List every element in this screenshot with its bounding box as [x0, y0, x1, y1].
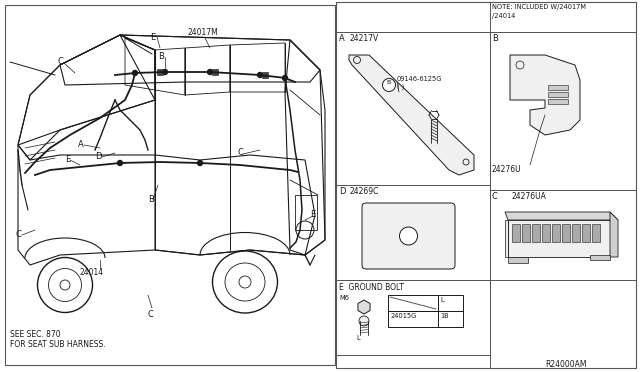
Bar: [5, 5, 335, 365]
Bar: [490, 190, 636, 280]
Bar: [592, 224, 600, 242]
Circle shape: [257, 73, 262, 77]
Text: L: L: [440, 297, 444, 303]
Text: D: D: [339, 187, 346, 196]
Text: L: L: [356, 335, 360, 341]
Bar: [212, 69, 218, 75]
Bar: [572, 224, 580, 242]
Text: 09146-6125G: 09146-6125G: [397, 76, 442, 82]
Text: 24276U: 24276U: [492, 165, 522, 174]
Text: B: B: [158, 52, 164, 61]
Circle shape: [163, 70, 168, 74]
Text: R24000AM: R24000AM: [545, 360, 586, 369]
Bar: [490, 32, 636, 190]
Text: 24276UA: 24276UA: [512, 192, 547, 201]
Text: FOR SEAT SUB HARNESS.: FOR SEAT SUB HARNESS.: [10, 340, 106, 349]
FancyBboxPatch shape: [362, 203, 455, 269]
Text: 24269C: 24269C: [349, 187, 378, 196]
Circle shape: [359, 316, 369, 326]
Bar: [336, 2, 636, 368]
Text: E  GROUND BOLT: E GROUND BOLT: [339, 283, 404, 292]
Bar: [508, 257, 528, 263]
Text: E: E: [150, 33, 156, 42]
Text: A: A: [78, 140, 84, 149]
Bar: [562, 224, 570, 242]
Bar: [548, 99, 568, 104]
Polygon shape: [349, 55, 474, 175]
Bar: [262, 72, 268, 78]
Text: C: C: [492, 192, 498, 201]
Text: 24014: 24014: [80, 268, 104, 277]
Text: 24017M: 24017M: [188, 28, 219, 37]
Text: E: E: [65, 155, 70, 164]
Circle shape: [207, 70, 212, 74]
Bar: [388, 295, 463, 311]
Text: C: C: [148, 310, 154, 319]
Text: ( ): ( ): [397, 84, 404, 90]
Bar: [336, 185, 490, 280]
Bar: [548, 92, 568, 97]
Circle shape: [282, 76, 287, 80]
Polygon shape: [508, 220, 610, 257]
Polygon shape: [510, 55, 580, 135]
Circle shape: [132, 71, 138, 76]
Circle shape: [399, 227, 417, 245]
Polygon shape: [505, 212, 618, 220]
Bar: [582, 224, 590, 242]
Circle shape: [198, 160, 202, 166]
Bar: [552, 224, 560, 242]
Bar: [336, 280, 490, 355]
Text: A: A: [339, 34, 345, 43]
Text: C: C: [57, 57, 63, 66]
Text: 24217V: 24217V: [349, 34, 378, 43]
Polygon shape: [610, 212, 618, 257]
Text: /24014: /24014: [492, 13, 515, 19]
Bar: [336, 32, 490, 185]
Text: E: E: [310, 210, 316, 219]
Text: C: C: [15, 230, 21, 239]
Text: B: B: [492, 34, 498, 43]
Bar: [548, 85, 568, 90]
Bar: [590, 255, 610, 260]
Text: SEE SEC. 870: SEE SEC. 870: [10, 330, 61, 339]
Text: 1B: 1B: [440, 313, 449, 319]
Text: NOTE: INCLUDED W/24017M: NOTE: INCLUDED W/24017M: [492, 4, 586, 10]
Polygon shape: [358, 300, 370, 314]
Text: B: B: [386, 80, 390, 85]
Bar: [388, 311, 463, 327]
Bar: [542, 224, 550, 242]
Bar: [295, 195, 317, 230]
Bar: [157, 69, 163, 75]
Bar: [532, 224, 540, 242]
Bar: [522, 224, 530, 242]
Bar: [512, 224, 520, 242]
Polygon shape: [505, 220, 508, 257]
Text: D: D: [95, 152, 102, 161]
Text: B: B: [148, 195, 154, 204]
Text: 24015G: 24015G: [391, 313, 417, 319]
Text: M6: M6: [339, 295, 349, 301]
Text: C: C: [238, 148, 244, 157]
Circle shape: [383, 78, 396, 92]
Circle shape: [118, 160, 122, 166]
